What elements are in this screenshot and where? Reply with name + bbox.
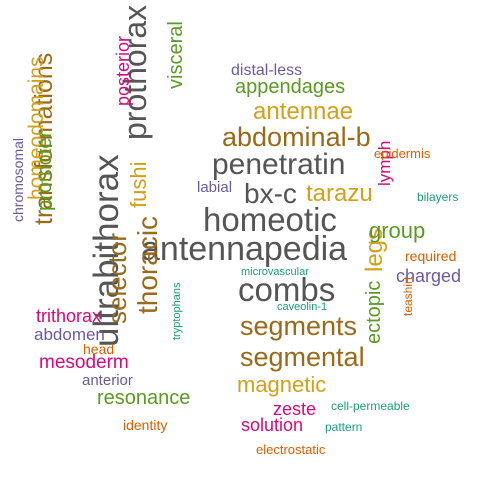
word-labial: labial [197,179,233,196]
word-required: required [405,248,457,264]
word-pattern: pattern [325,420,363,434]
word-selector: selector [102,232,132,324]
word-chromosomal: chromosomal [10,137,26,222]
word-segments: segments [240,311,358,341]
word-head: head [83,341,115,357]
word-anterior: anterior [82,372,133,389]
word-antennae: antennae [253,98,354,125]
word-promoter: promoter [34,130,56,211]
word-trithorax: trithorax [36,306,102,326]
word-segmental: segmental [240,342,365,372]
word-teashirt: teashirt [401,276,415,316]
word-penetratin: penetratin [212,148,346,181]
word-abdomen: abdomen [34,325,105,344]
word-ectopic: ectopic [363,280,385,344]
word-electrostatic: electrostatic [256,442,326,457]
word-distal-less: distal-less [231,62,303,79]
word-identity: identity [123,417,168,433]
word-tryptophans: tryptophans [171,282,183,340]
word-homeotic: homeotic [203,201,337,238]
word-mesoderm: mesoderm [39,352,129,373]
word-thoracic: thoracic [132,215,163,314]
word-solution: solution [241,415,304,435]
word-visceral: visceral [165,21,187,89]
word-group: group [369,218,426,243]
word-cell-permeable: cell-permeable [331,399,410,413]
word-epidermis: epidermis [374,146,431,161]
word-posterior: posterior [113,35,133,106]
word-combs: combs [238,271,336,308]
word-resonance: resonance [97,387,191,409]
word-caveolin-1: caveolin-1 [277,301,328,313]
word-charged: charged [396,266,462,286]
word-fushi: fushi [126,161,151,208]
word-tarazu: tarazu [306,180,373,207]
word-microvascular: microvascular [241,266,309,278]
word-zeste: zeste [273,399,317,419]
word-magnetic: magnetic [237,372,327,397]
word-abdominal-b: abdominal-b [222,122,371,152]
word-bilayers: bilayers [417,190,459,204]
word-bx-c: bx-c [244,178,297,209]
word-antennapedia: antennapedia [141,230,348,268]
word-appendages: appendages [235,76,346,98]
